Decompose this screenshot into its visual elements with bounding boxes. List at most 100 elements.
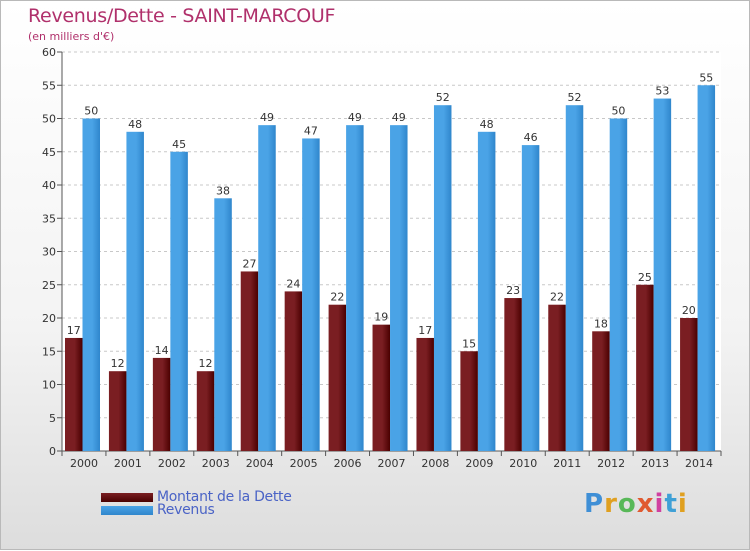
data-label-revenue: 48 (480, 118, 494, 131)
data-label-revenue: 49 (348, 111, 362, 124)
data-label-revenue: 49 (260, 111, 274, 124)
data-label-debt: 22 (550, 291, 564, 304)
data-label-revenue: 47 (304, 124, 318, 137)
x-tick-label: 2011 (553, 457, 581, 470)
bar-debt (284, 291, 303, 451)
bar-revenue (697, 85, 716, 451)
y-tick-label: 50 (42, 113, 56, 126)
bar-debt (152, 357, 171, 451)
bar-debt (328, 304, 347, 451)
data-label-debt: 23 (506, 284, 520, 297)
proxiti-logo: Proxiti (584, 489, 688, 519)
data-label-debt: 24 (286, 277, 300, 290)
x-tick-label: 2012 (597, 457, 625, 470)
bar-revenue (170, 151, 188, 451)
data-label-debt: 12 (111, 357, 125, 370)
y-tick-label: 0 (49, 445, 56, 458)
data-label-debt: 18 (594, 317, 608, 330)
y-tick-label: 25 (42, 279, 56, 292)
y-tick-label: 5 (49, 412, 56, 425)
data-label-revenue: 50 (84, 105, 98, 118)
logo-letter: x (636, 489, 655, 519)
data-label-debt: 27 (242, 257, 256, 270)
data-label-revenue: 45 (172, 138, 186, 151)
logo-letter: r (604, 489, 618, 519)
data-label-revenue: 52 (436, 91, 450, 104)
data-label-debt: 25 (638, 271, 652, 284)
data-label-revenue: 48 (128, 118, 142, 131)
y-tick-label: 10 (42, 379, 56, 392)
data-label-revenue: 52 (568, 91, 582, 104)
data-label-debt: 17 (67, 324, 81, 337)
bar-debt (636, 284, 654, 451)
data-label-debt: 12 (199, 357, 213, 370)
logo-letter: i (654, 489, 665, 519)
bar-debt (372, 324, 391, 451)
y-tick-label: 60 (42, 46, 56, 59)
data-label-revenue: 55 (699, 71, 713, 84)
x-tick-label: 2003 (202, 457, 230, 470)
legend-label-debt: Montant de la Dette (157, 489, 292, 505)
bar-revenue (126, 131, 144, 452)
x-tick-label: 2002 (158, 457, 186, 470)
bar-debt (240, 271, 259, 451)
data-label-revenue: 46 (524, 131, 538, 144)
x-tick-label: 2010 (509, 457, 537, 470)
logo-letter: P (584, 489, 605, 519)
bar-revenue (390, 125, 408, 452)
bar-debt (504, 298, 522, 451)
y-tick-label: 40 (42, 179, 56, 192)
x-tick-label: 2014 (685, 457, 713, 470)
bar-revenue (565, 105, 584, 451)
data-label-debt: 15 (462, 337, 476, 350)
data-label-debt: 19 (374, 311, 388, 324)
bar-debt (65, 337, 83, 451)
y-tick-label: 30 (42, 246, 56, 259)
data-label-debt: 22 (330, 291, 344, 304)
bar-debt (460, 351, 478, 451)
legend-swatch-debt (101, 493, 153, 502)
bar-debt (108, 371, 127, 451)
data-label-revenue: 49 (392, 111, 406, 124)
x-tick-label: 2005 (290, 457, 318, 470)
x-tick-label: 2009 (465, 457, 493, 470)
data-label-revenue: 38 (216, 184, 230, 197)
data-label-debt: 20 (682, 304, 696, 317)
data-label-revenue: 50 (611, 105, 625, 118)
logo-letter: i (677, 489, 688, 519)
y-tick-label: 35 (42, 212, 56, 225)
chart-title: Revenus/Dette - SAINT-MARCOUF (28, 5, 336, 27)
data-label-revenue: 53 (655, 85, 669, 98)
data-label-debt: 17 (418, 324, 432, 337)
bar-revenue (346, 125, 364, 452)
x-tick-label: 2001 (114, 457, 142, 470)
data-label-debt: 14 (155, 344, 169, 357)
bar-debt (592, 331, 610, 451)
chart-subtitle: (en milliers d'€) (28, 30, 115, 43)
bar-revenue (433, 105, 452, 451)
bar-revenue (609, 118, 628, 451)
y-tick-label: 55 (42, 79, 56, 92)
x-tick-label: 2007 (378, 457, 406, 470)
bar-debt (680, 318, 698, 451)
bar-revenue (214, 198, 232, 451)
bar-revenue (82, 118, 100, 451)
x-tick-label: 2004 (246, 457, 274, 470)
y-tick-label: 15 (42, 345, 56, 358)
bar-debt (548, 304, 566, 451)
y-tick-label: 20 (42, 312, 56, 325)
x-tick-label: 2013 (641, 457, 669, 470)
logo-letter: t (664, 489, 678, 519)
x-tick-label: 2008 (421, 457, 449, 470)
legend-label-revenue: Revenus (157, 502, 215, 518)
bar-revenue (302, 138, 320, 451)
y-tick-label: 45 (42, 146, 56, 159)
bar-debt (416, 337, 434, 451)
bar-revenue (521, 145, 540, 451)
logo-letter: o (617, 489, 637, 519)
x-tick-label: 2006 (334, 457, 362, 470)
bar-revenue (258, 125, 276, 452)
legend-swatch-revenue (101, 506, 153, 515)
